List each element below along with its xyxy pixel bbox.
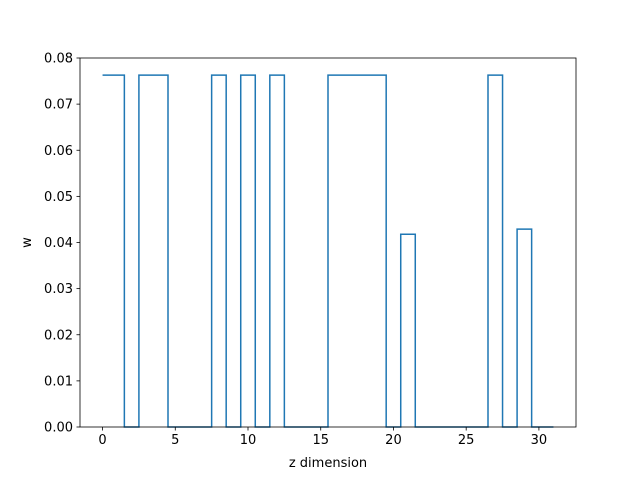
y-tick-label: 0.01 bbox=[44, 374, 73, 389]
y-tick-label: 0.02 bbox=[44, 328, 73, 343]
y-axis-label: w bbox=[20, 237, 35, 248]
x-tick-label: 20 bbox=[385, 433, 402, 448]
y-tick-label: 0.06 bbox=[44, 144, 73, 159]
x-tick-label: 25 bbox=[458, 433, 475, 448]
x-tick-label: 0 bbox=[98, 433, 106, 448]
y-tick-label: 0.07 bbox=[44, 98, 73, 113]
y-tick-label: 0.00 bbox=[44, 421, 73, 436]
x-tick-label: 10 bbox=[240, 433, 257, 448]
x-tick-label: 30 bbox=[531, 433, 548, 448]
y-axis-ticks: 0.00 0.01 0.02 0.03 0.04 0.05 0.06 0.07 0.08 bbox=[44, 52, 80, 436]
x-axis-label: z dimension bbox=[289, 456, 367, 471]
y-tick-label: 0.08 bbox=[44, 52, 73, 67]
x-tick-label: 15 bbox=[312, 433, 329, 448]
y-tick-label: 0.03 bbox=[44, 282, 73, 297]
y-tick-label: 0.05 bbox=[44, 190, 73, 205]
x-tick-label: 5 bbox=[171, 433, 179, 448]
x-axis-ticks: 0 5 10 15 20 25 30 bbox=[98, 427, 547, 448]
y-tick-label: 0.04 bbox=[44, 236, 73, 251]
